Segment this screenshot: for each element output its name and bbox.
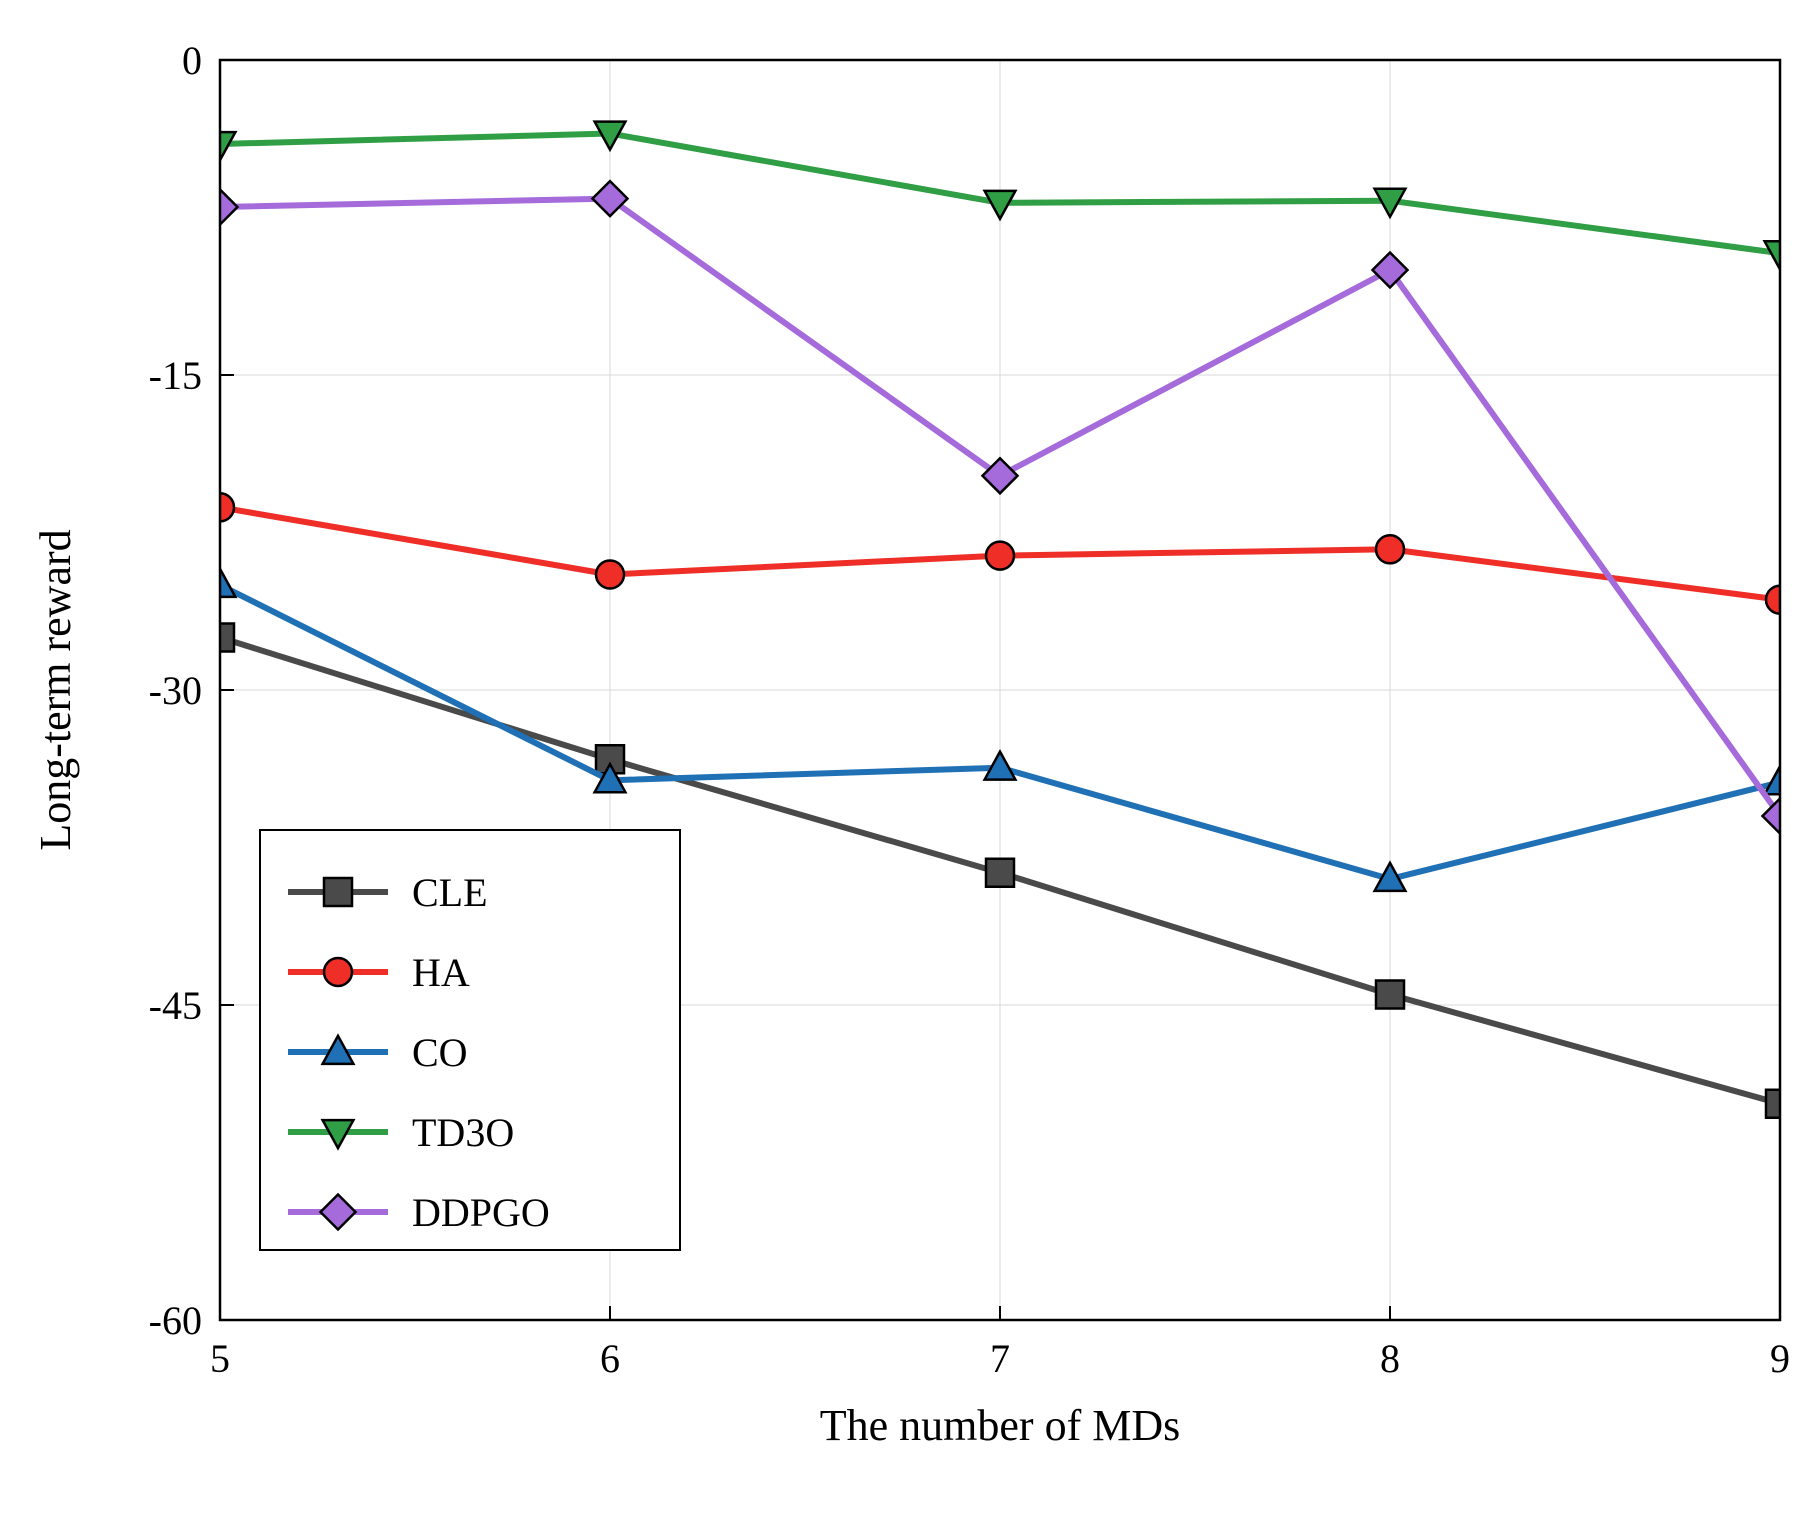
marker-cle — [986, 859, 1014, 887]
ytick-label: -60 — [149, 1298, 202, 1343]
legend-label: CO — [412, 1030, 468, 1075]
marker-ha — [1376, 535, 1404, 563]
legend-label: TD3O — [412, 1110, 514, 1155]
marker-ha — [596, 561, 624, 589]
chart-svg: 5 6 7 8 9 -60 -45 -30 -15 0 The number of MDs Long-… — [0, 0, 1804, 1513]
xtick-label: 5 — [210, 1336, 230, 1381]
line-chart: 5 6 7 8 9 -60 -45 -30 -15 0 The number of MDs Long-… — [0, 0, 1804, 1513]
legend-marker — [324, 878, 352, 906]
xtick-label: 9 — [1770, 1336, 1790, 1381]
xtick-label: 8 — [1380, 1336, 1400, 1381]
y-axis-label: Long-term reward — [31, 529, 80, 850]
marker-ha — [986, 542, 1014, 570]
legend-marker — [324, 958, 352, 986]
xtick-label: 6 — [600, 1336, 620, 1381]
legend-label: CLE — [412, 870, 488, 915]
chart-bg — [0, 0, 1804, 1513]
ytick-label: 0 — [182, 38, 202, 83]
x-axis-label: The number of MDs — [820, 1401, 1181, 1450]
marker-cle — [1376, 981, 1404, 1009]
legend-label: DDPGO — [412, 1190, 550, 1235]
legend: CLE HA CO TD3O DDPGO — [260, 830, 680, 1250]
legend-label: HA — [412, 950, 470, 995]
ytick-label: -45 — [149, 983, 202, 1028]
xtick-label: 7 — [990, 1336, 1010, 1381]
ytick-label: -15 — [149, 353, 202, 398]
ytick-label: -30 — [149, 668, 202, 713]
